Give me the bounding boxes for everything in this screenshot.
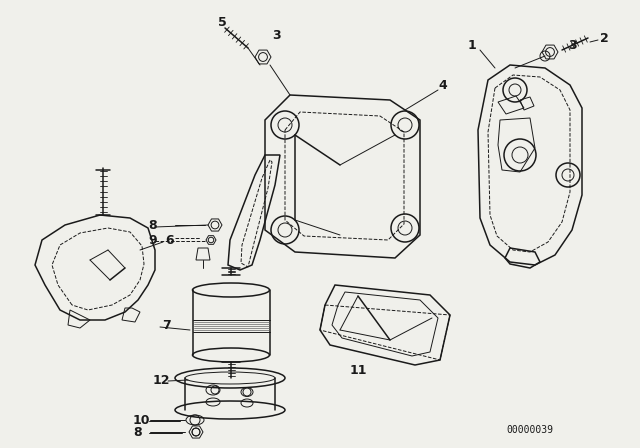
Text: 11: 11	[350, 363, 367, 376]
Text: 8: 8	[133, 426, 141, 439]
Text: 9: 9	[148, 233, 157, 246]
Text: 8: 8	[148, 219, 157, 232]
Text: 6: 6	[165, 233, 173, 246]
Text: 7: 7	[162, 319, 171, 332]
Text: 10: 10	[133, 414, 150, 426]
Text: 12: 12	[153, 374, 170, 387]
Text: 4: 4	[438, 78, 447, 91]
Text: 1: 1	[468, 39, 477, 52]
Text: 00000039: 00000039	[506, 425, 554, 435]
Text: 2: 2	[600, 31, 609, 44]
Text: 3: 3	[568, 39, 577, 52]
Text: 5: 5	[218, 16, 227, 29]
Text: 3: 3	[272, 29, 280, 42]
